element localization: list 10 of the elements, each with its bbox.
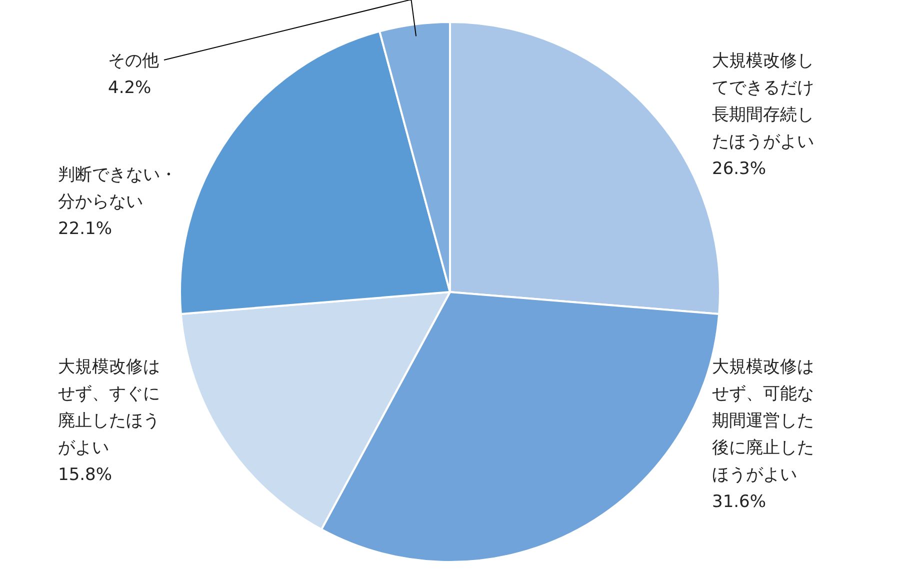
data-label: 22.1% [58,219,112,239]
data-label: 15.8% [58,465,112,485]
data-label: 31.6% [712,492,766,512]
slice-label: 判断できない・分からない [58,165,177,212]
slice-label: 大規模改修してできるだけ長期間存続したほうがよい [712,51,814,152]
data-label: 4.2% [108,78,152,98]
slice-label: 大規模改修はせず、可能な期間運営した後に廃止したほうがよい [712,357,814,485]
data-label: 26.3% [712,159,766,179]
slice-label: その他 [108,51,159,71]
slice-label: 大規模改修はせず、すぐに廃止したほうがよい [58,357,160,458]
